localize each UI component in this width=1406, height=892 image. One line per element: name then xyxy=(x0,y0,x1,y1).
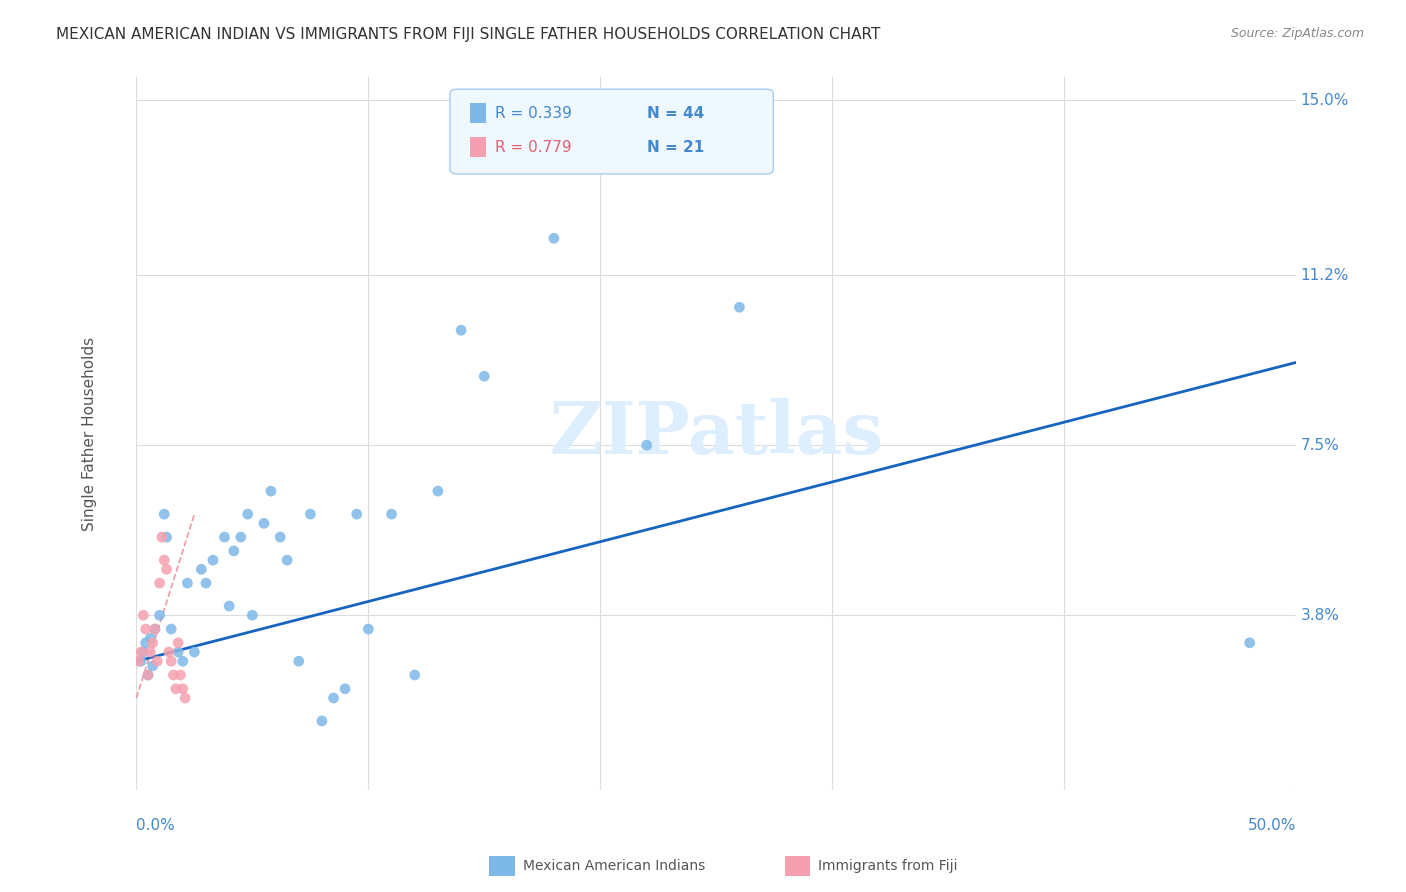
Point xyxy=(128,654,150,668)
Point xyxy=(346,507,368,521)
Point xyxy=(426,484,449,499)
Point xyxy=(157,645,180,659)
Point xyxy=(229,530,252,544)
Text: Mexican American Indians: Mexican American Indians xyxy=(523,859,706,873)
Text: R = 0.339: R = 0.339 xyxy=(495,106,572,120)
Point xyxy=(148,576,170,591)
Text: Immigrants from Fiji: Immigrants from Fiji xyxy=(818,859,957,873)
Point xyxy=(150,530,173,544)
Point xyxy=(322,691,344,706)
Point xyxy=(728,300,751,314)
Point xyxy=(153,553,176,567)
Text: N = 21: N = 21 xyxy=(647,140,704,154)
Point xyxy=(139,645,162,659)
Point xyxy=(276,553,298,567)
Point xyxy=(136,668,159,682)
Point xyxy=(135,622,157,636)
Point xyxy=(142,658,165,673)
Text: ZIPatlas: ZIPatlas xyxy=(550,398,883,469)
Point xyxy=(236,507,259,521)
Point xyxy=(155,562,177,576)
Point xyxy=(176,576,198,591)
Point xyxy=(380,507,402,521)
Point xyxy=(129,654,152,668)
Point xyxy=(165,681,187,696)
Point xyxy=(132,645,155,659)
Text: 50.0%: 50.0% xyxy=(1247,819,1296,833)
Point xyxy=(404,668,426,682)
Point xyxy=(136,668,159,682)
Point xyxy=(636,438,658,452)
Point xyxy=(174,691,197,706)
Point xyxy=(287,654,309,668)
Point xyxy=(167,645,190,659)
Point xyxy=(142,636,165,650)
Point xyxy=(162,668,184,682)
Point xyxy=(240,608,263,623)
Point xyxy=(253,516,276,531)
Point xyxy=(1239,636,1261,650)
Point xyxy=(160,622,183,636)
Point xyxy=(222,544,245,558)
Point xyxy=(269,530,291,544)
Text: R = 0.779: R = 0.779 xyxy=(495,140,571,154)
Point xyxy=(183,645,205,659)
Point xyxy=(194,576,217,591)
Point xyxy=(135,636,157,650)
Point xyxy=(543,231,565,245)
Point xyxy=(167,636,190,650)
Point xyxy=(153,507,176,521)
Point xyxy=(472,369,495,384)
Point xyxy=(311,714,333,728)
Point xyxy=(201,553,224,567)
Point xyxy=(357,622,380,636)
Text: 11.2%: 11.2% xyxy=(1301,268,1350,283)
Point xyxy=(172,654,194,668)
Point xyxy=(260,484,283,499)
Text: 15.0%: 15.0% xyxy=(1301,93,1350,108)
Point xyxy=(143,622,166,636)
Point xyxy=(143,622,166,636)
Text: 0.0%: 0.0% xyxy=(136,819,176,833)
Point xyxy=(148,608,170,623)
Point xyxy=(139,632,162,646)
Point xyxy=(333,681,356,696)
Text: MEXICAN AMERICAN INDIAN VS IMMIGRANTS FROM FIJI SINGLE FATHER HOUSEHOLDS CORRELA: MEXICAN AMERICAN INDIAN VS IMMIGRANTS FR… xyxy=(56,27,880,42)
Point xyxy=(155,530,177,544)
Text: 3.8%: 3.8% xyxy=(1301,607,1340,623)
Text: Source: ZipAtlas.com: Source: ZipAtlas.com xyxy=(1230,27,1364,40)
Point xyxy=(169,668,191,682)
Text: N = 44: N = 44 xyxy=(647,106,704,120)
Point xyxy=(146,654,169,668)
Point xyxy=(132,608,155,623)
Point xyxy=(450,323,472,337)
Point xyxy=(172,681,194,696)
Text: 7.5%: 7.5% xyxy=(1301,438,1340,452)
Point xyxy=(299,507,322,521)
Point xyxy=(190,562,212,576)
Text: Single Father Households: Single Father Households xyxy=(83,336,97,531)
Point xyxy=(214,530,236,544)
Point xyxy=(129,645,152,659)
Point xyxy=(160,654,183,668)
Point xyxy=(218,599,240,613)
